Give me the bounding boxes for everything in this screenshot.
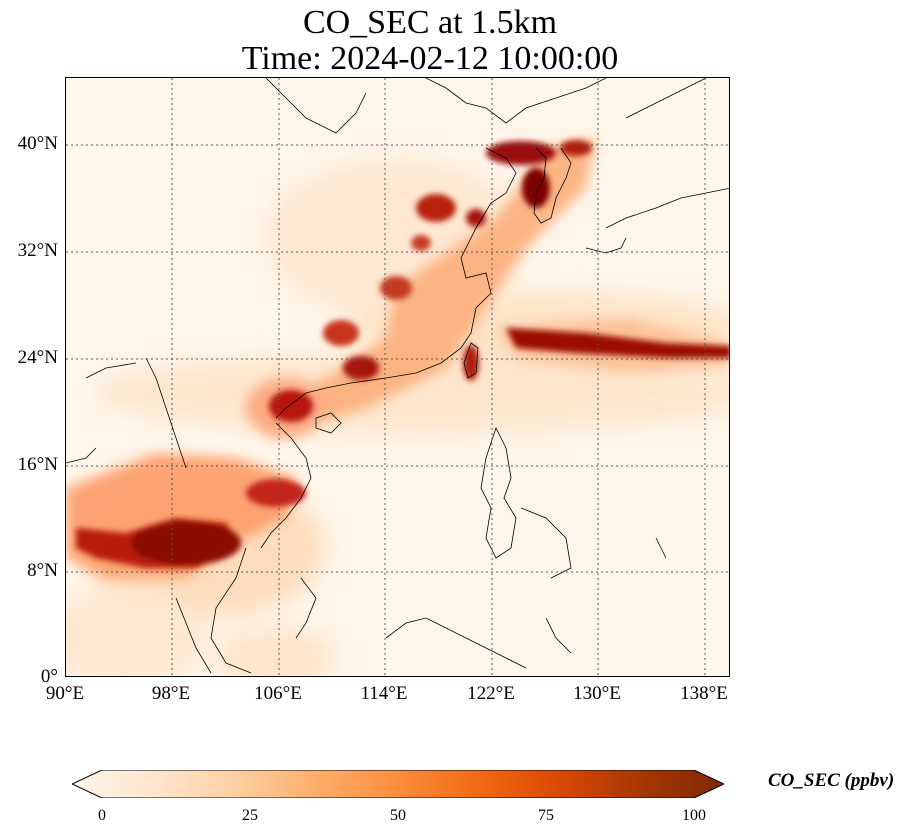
map-plot-area xyxy=(65,77,730,677)
colorbar-tick-25: 25 xyxy=(242,807,258,824)
lon-label-106e: 106°E xyxy=(254,683,302,704)
coastlines xyxy=(66,78,729,674)
lat-label-0: 0° xyxy=(40,666,58,687)
colorbar-tick-75: 75 xyxy=(538,807,554,824)
lon-label-138e: 138°E xyxy=(680,683,728,704)
lat-label-40n: 40°N xyxy=(17,133,58,154)
lat-label-32n: 32°N xyxy=(17,240,58,261)
lon-label-114e: 114°E xyxy=(360,683,408,704)
lon-label-130e: 130°E xyxy=(573,683,621,704)
map-subtitle-time: Time: 2024-02-12 10:00:00 xyxy=(241,40,619,77)
colorbar-label: CO_SEC (ppbv) xyxy=(768,770,895,791)
colorbar-tick-50: 50 xyxy=(390,807,406,824)
lat-label-8n: 8°N xyxy=(27,560,58,581)
colorbar-tick-100: 100 xyxy=(682,807,706,824)
colorbar-gradient xyxy=(72,770,724,798)
graticule xyxy=(66,78,729,676)
co-high-hotspots xyxy=(76,140,729,568)
co-sec-field-map xyxy=(66,78,729,676)
colorbar-bar xyxy=(72,770,724,798)
lat-label-16n: 16°N xyxy=(17,454,58,475)
map-title: CO_SEC at 1.5km xyxy=(302,4,558,41)
lon-label-122e: 122°E xyxy=(467,683,515,704)
lat-label-24n: 24°N xyxy=(17,347,58,368)
colorbar-tick-0: 0 xyxy=(98,807,106,824)
lon-label-98e: 98°E xyxy=(151,683,191,704)
colorbar xyxy=(72,770,724,798)
lon-label-90e: 90°E xyxy=(45,683,85,704)
